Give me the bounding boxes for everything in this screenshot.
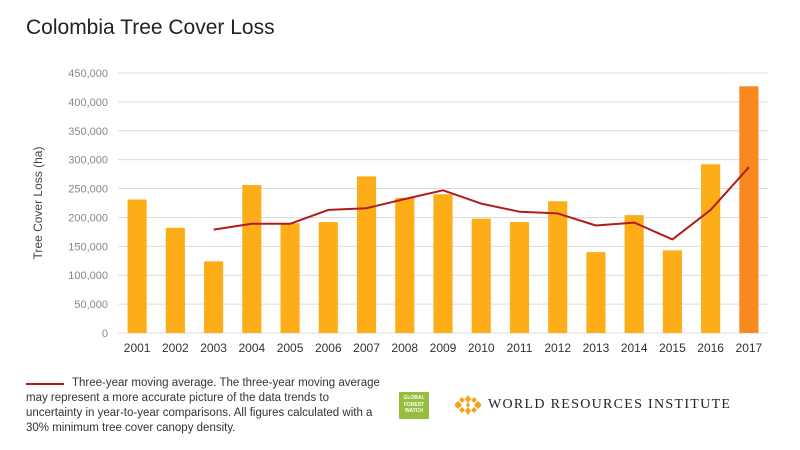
x-tick-label: 2007: [353, 341, 380, 355]
bar: [165, 227, 185, 333]
bar: [624, 215, 644, 333]
x-tick-label: 2016: [697, 341, 724, 355]
bar: [280, 223, 300, 333]
y-tick-label: 0: [102, 328, 108, 340]
bar: [127, 199, 147, 333]
legend-text: Three-year moving average. The three-yea…: [26, 377, 380, 434]
bar: [701, 164, 721, 333]
y-tick-label: 350,000: [68, 126, 108, 138]
gfw-logo-line-1: GLOBAL: [403, 395, 425, 401]
wri-emblem-icon: [455, 395, 481, 415]
y-axis-label: Tree Cover Loss (ha): [31, 147, 45, 260]
y-tick-label: 100,000: [68, 270, 108, 282]
x-tick-label: 2010: [468, 341, 495, 355]
x-tick-label: 2004: [238, 341, 265, 355]
x-tick-label: 2006: [315, 341, 342, 355]
bar: [471, 218, 491, 333]
y-tick-label: 400,000: [68, 97, 108, 109]
bar: [548, 201, 568, 333]
x-tick-label: 2015: [659, 341, 686, 355]
moving-average-line: [213, 166, 750, 241]
bar: [204, 261, 224, 333]
x-tick-label: 2009: [430, 341, 457, 355]
x-tick-label: 2013: [583, 341, 610, 355]
x-tick-label: 2012: [544, 341, 571, 355]
chart-title: Colombia Tree Cover Loss: [26, 16, 275, 39]
x-tick-label: 2008: [391, 341, 418, 355]
chart-svg: 0 50,000 100,000 150,000 200,000 250,000 300,0…: [31, 68, 768, 355]
bar: [433, 194, 453, 333]
bar: [509, 222, 530, 333]
y-tick-label: 50,000: [74, 299, 108, 311]
bar: [318, 222, 338, 333]
gfw-logo-line-3: WATCH: [405, 408, 423, 414]
wri-logo-text: WORLD RESOURCES INSTITUTE: [488, 397, 732, 412]
gfw-logo-line-2: FOREST: [403, 401, 425, 408]
y-tick-label: 150,000: [68, 241, 108, 253]
legend: Three-year moving average. The three-yea…: [26, 376, 386, 436]
bar: [242, 185, 262, 333]
bar: [395, 197, 415, 333]
bar: [662, 250, 682, 333]
bar: [356, 176, 377, 333]
x-tick-label: 2002: [162, 341, 189, 355]
x-tick-label: 2001: [124, 341, 151, 355]
global-forest-watch-logo: GLOBAL FOREST WATCH: [399, 392, 429, 419]
y-tick-label: 250,000: [68, 184, 108, 196]
y-tick-label: 200,000: [68, 212, 108, 224]
x-tick-label: 2017: [736, 341, 763, 355]
wri-logo: WORLD RESOURCES INSTITUTE: [455, 394, 731, 416]
y-tick-label: 450,000: [68, 68, 108, 80]
x-tick-label: 2003: [200, 341, 227, 355]
legend-line-swatch: [26, 383, 64, 385]
x-tick-label: 2005: [277, 341, 304, 355]
y-tick-label: 300,000: [68, 155, 108, 167]
bar: [739, 86, 759, 334]
x-tick-label: 2014: [621, 341, 648, 355]
bar: [586, 252, 606, 333]
x-tick-label: 2011: [507, 341, 533, 355]
